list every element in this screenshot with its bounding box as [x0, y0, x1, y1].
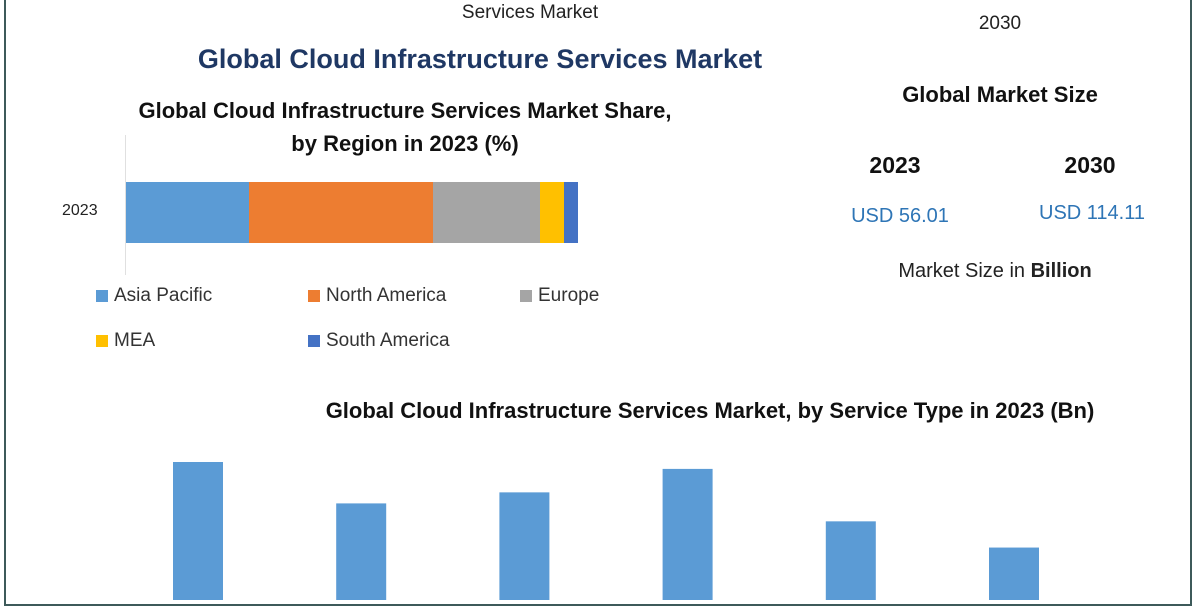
main-title: Global Cloud Infrastructure Services Mar…	[197, 44, 763, 74]
legend-label: South America	[326, 330, 450, 351]
service-chart-title: Global Cloud Infrastructure Services Mar…	[325, 398, 1095, 423]
region-stacked-bar	[126, 182, 578, 243]
service-bar-5	[825, 521, 876, 600]
year-2030: 2030	[1064, 152, 1116, 178]
bar-segment-south-america	[563, 182, 578, 243]
service-bar-6	[989, 547, 1039, 600]
partial-header-right: 2030	[860, 0, 1140, 36]
year-2023: 2023	[869, 152, 921, 178]
region-chart-axis	[125, 135, 126, 275]
legend-label: Europe	[538, 285, 600, 306]
legend-swatch	[96, 290, 108, 302]
service-type-bar-chart	[173, 462, 1039, 600]
legend-item: South America	[308, 330, 450, 352]
market-size-note-prefix: Market Size in	[898, 260, 1031, 282]
bar-segment-europe	[432, 182, 540, 243]
region-chart-category-label: 2023	[62, 202, 98, 219]
service-bar-1	[173, 462, 223, 600]
legend-item: MEA	[96, 330, 155, 352]
region-legend: Asia Pacific North America Europe MEA South …	[96, 285, 656, 355]
market-size-note: Market Size in Billion	[860, 260, 1130, 283]
partial-header-left: Services Market	[461, 2, 599, 23]
legend-swatch	[308, 290, 320, 302]
legend-swatch	[308, 335, 320, 347]
service-bar-2	[336, 503, 387, 600]
market-size-heading: Global Market Size	[902, 82, 1098, 107]
bar-segment-north-america	[248, 182, 433, 243]
legend-label: MEA	[114, 330, 156, 351]
partial-header-right-line2: 2030	[978, 13, 1022, 34]
service-bar-4	[662, 468, 713, 600]
legend-swatch	[96, 335, 108, 347]
market-size-unit: Billion	[1030, 260, 1092, 282]
legend-swatch	[520, 290, 532, 302]
legend-label: North America	[326, 285, 447, 306]
value-2030: USD 114.11	[1039, 202, 1145, 224]
legend-label: Asia Pacific	[114, 285, 213, 306]
legend-item: Europe	[520, 285, 599, 307]
bar-segment-asia-pacific	[126, 182, 249, 243]
bar-segment-mea	[540, 182, 564, 243]
legend-item: Asia Pacific	[96, 285, 212, 307]
service-bar-3	[499, 492, 550, 600]
legend-item: North America	[308, 285, 446, 307]
region-chart-title: Global Cloud Infrastructure Services Mar…	[138, 98, 672, 156]
value-2023: USD 56.01	[851, 205, 949, 227]
